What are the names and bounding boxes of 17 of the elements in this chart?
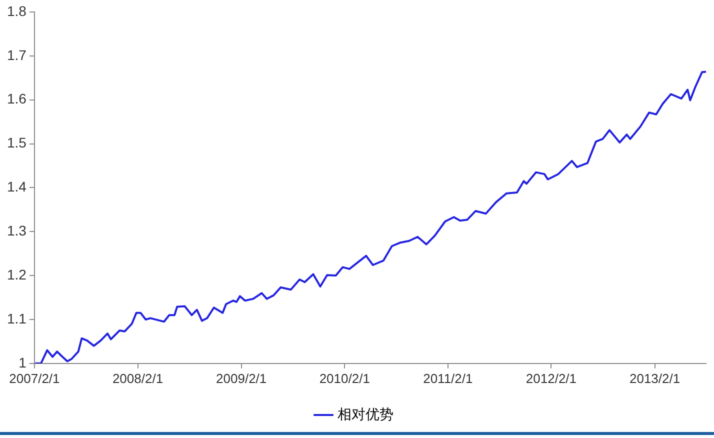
y-tick-label: 1.1 [6, 310, 27, 326]
y-tick-label: 1.7 [6, 46, 27, 63]
y-tick-label: 1.6 [6, 90, 27, 107]
y-tick-label: 1.2 [6, 266, 27, 282]
y-tick-label: 1.5 [6, 134, 27, 151]
y-tick-label: 1.4 [6, 178, 27, 195]
x-tick-label: 2007/2/1 [9, 370, 60, 386]
y-tick-label: 1.8 [6, 2, 27, 19]
x-tick-label: 2012/2/1 [526, 370, 577, 386]
x-tick-label: 2011/2/1 [423, 370, 473, 386]
x-tick-label: 2008/2/1 [112, 370, 164, 386]
legend-label: 相对优势 [338, 406, 394, 422]
y-tick-label: 1.3 [6, 222, 27, 238]
x-tick-label: 2010/2/1 [319, 370, 370, 386]
y-tick-label: 1 [18, 354, 27, 370]
x-tick-label: 2009/2/1 [216, 370, 267, 386]
x-tick-label: 2013/2/1 [629, 370, 680, 386]
